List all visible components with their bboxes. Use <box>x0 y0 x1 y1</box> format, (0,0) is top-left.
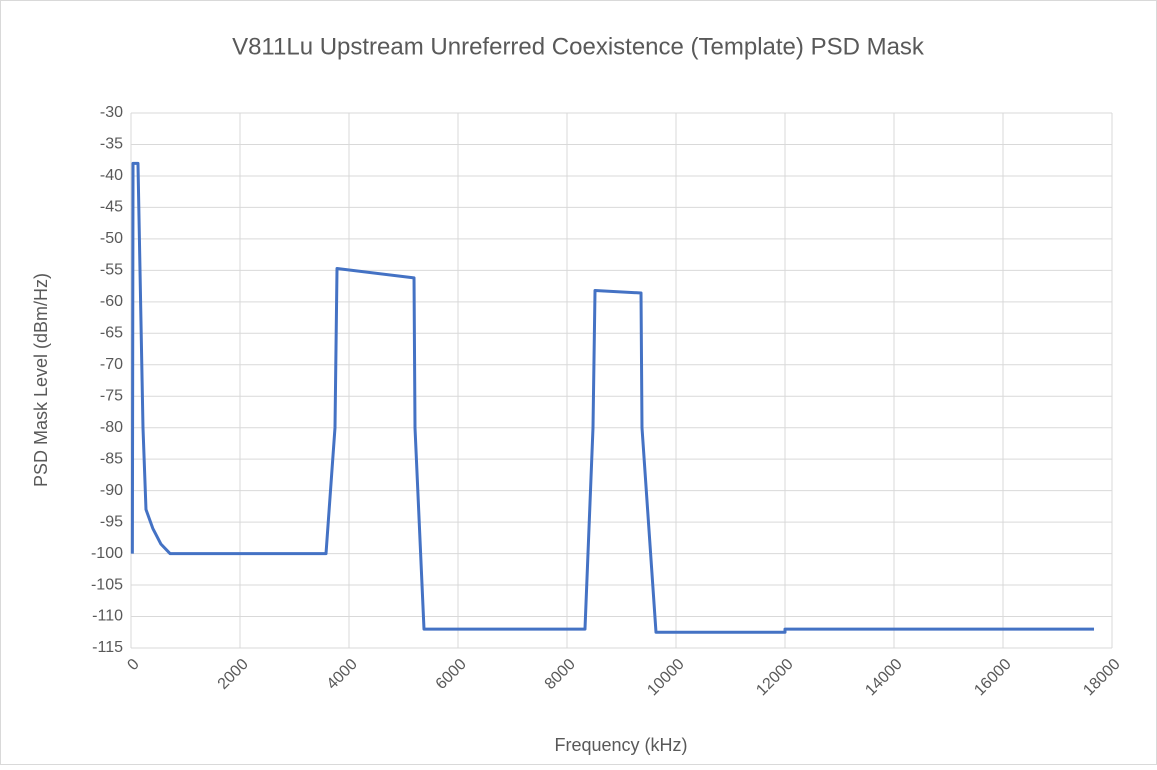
y-axis-label: PSD Mask Level (dBm/Hz) <box>31 273 51 487</box>
y-tick-label: -55 <box>100 262 123 279</box>
y-tick-label: -35 <box>100 136 123 153</box>
y-tick-label: -100 <box>91 545 123 562</box>
y-tick-label: -30 <box>100 104 123 121</box>
x-axis-label: Frequency (kHz) <box>554 735 687 755</box>
y-tick-label: -95 <box>100 513 123 530</box>
y-tick-label: -70 <box>100 356 123 373</box>
y-tick-label: -40 <box>100 167 123 184</box>
y-tick-label: -60 <box>100 293 123 310</box>
y-tick-label: -80 <box>100 419 123 436</box>
y-tick-label: -50 <box>100 230 123 247</box>
y-tick-label: -110 <box>92 608 123 625</box>
y-tick-label: -115 <box>92 639 123 656</box>
y-tick-label: -45 <box>100 199 123 216</box>
data-line <box>130 161 1095 634</box>
chart-title: V811Lu Upstream Unreferred Coexistence (… <box>232 33 925 60</box>
y-tick-label: -85 <box>100 450 123 467</box>
y-tick-label: -105 <box>91 576 123 593</box>
y-tick-label: -75 <box>100 387 123 404</box>
y-tick-label: -90 <box>100 482 123 499</box>
y-tick-label: -65 <box>100 325 123 342</box>
